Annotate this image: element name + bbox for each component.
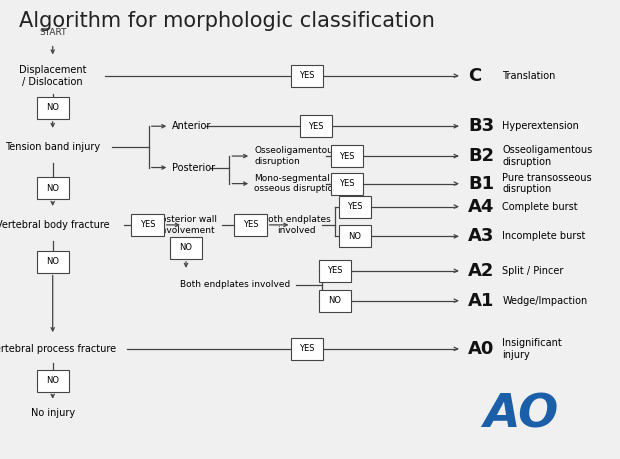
FancyBboxPatch shape — [291, 338, 323, 360]
Text: NO: NO — [329, 296, 341, 305]
Text: NO: NO — [46, 257, 59, 266]
Text: Translation: Translation — [502, 71, 556, 81]
Text: Incomplete burst: Incomplete burst — [502, 231, 585, 241]
Text: NO: NO — [180, 243, 192, 252]
Text: No injury: No injury — [30, 408, 75, 418]
Text: YES: YES — [327, 266, 342, 275]
Text: Vertebral process fracture: Vertebral process fracture — [0, 344, 117, 354]
FancyBboxPatch shape — [339, 225, 371, 247]
Text: NO: NO — [46, 376, 59, 386]
Text: A4: A4 — [468, 197, 495, 216]
Text: Osseoligamentous
disruption: Osseoligamentous disruption — [502, 145, 593, 167]
Text: YES: YES — [299, 344, 314, 353]
Text: Both endplates
involved: Both endplates involved — [262, 215, 330, 235]
FancyBboxPatch shape — [319, 290, 351, 312]
Text: B1: B1 — [468, 174, 494, 193]
Text: Vertebral body fracture: Vertebral body fracture — [0, 220, 110, 230]
Text: NO: NO — [348, 232, 361, 241]
Text: A2: A2 — [468, 262, 495, 280]
Text: Anterior: Anterior — [172, 121, 212, 131]
Text: YES: YES — [309, 122, 324, 131]
Text: Split / Pincer: Split / Pincer — [502, 266, 564, 276]
Text: Hyperextension: Hyperextension — [502, 121, 579, 131]
FancyBboxPatch shape — [234, 214, 267, 236]
Text: YES: YES — [340, 179, 355, 188]
Text: Insignificant
injury: Insignificant injury — [502, 338, 562, 360]
Text: AO: AO — [483, 393, 559, 438]
Text: YES: YES — [140, 220, 155, 230]
FancyBboxPatch shape — [37, 251, 69, 273]
FancyBboxPatch shape — [37, 97, 69, 119]
FancyBboxPatch shape — [291, 65, 323, 87]
Text: Both endplates involved: Both endplates involved — [180, 280, 291, 289]
FancyBboxPatch shape — [131, 214, 164, 236]
Text: Mono-segmental
osseous disruption: Mono-segmental osseous disruption — [254, 174, 339, 193]
Text: Complete burst: Complete burst — [502, 202, 578, 212]
Text: Posterior: Posterior — [172, 162, 216, 173]
Text: Displacement
/ Dislocation: Displacement / Dislocation — [19, 65, 86, 87]
FancyBboxPatch shape — [319, 260, 351, 282]
Text: A0: A0 — [468, 340, 495, 358]
Text: Posterior wall
involvement: Posterior wall involvement — [156, 215, 216, 235]
Text: B2: B2 — [468, 147, 494, 165]
Text: YES: YES — [340, 151, 355, 161]
Text: NO: NO — [46, 184, 59, 193]
FancyBboxPatch shape — [37, 370, 69, 392]
Text: Tension band injury: Tension band injury — [5, 142, 100, 152]
Text: Osseoligamentous
disruption: Osseoligamentous disruption — [254, 146, 338, 166]
Text: A1: A1 — [468, 291, 495, 310]
FancyBboxPatch shape — [300, 115, 332, 137]
Text: Algorithm for morphologic classification: Algorithm for morphologic classification — [19, 11, 435, 32]
FancyBboxPatch shape — [331, 145, 363, 167]
Text: NO: NO — [46, 103, 59, 112]
Text: Pure transosseous
disruption: Pure transosseous disruption — [502, 173, 592, 195]
FancyBboxPatch shape — [37, 177, 69, 199]
Text: YES: YES — [299, 71, 314, 80]
Text: B3: B3 — [468, 117, 494, 135]
FancyBboxPatch shape — [331, 173, 363, 195]
Text: Wedge/Impaction: Wedge/Impaction — [502, 296, 588, 306]
FancyBboxPatch shape — [170, 237, 202, 259]
Text: YES: YES — [347, 202, 362, 211]
Text: YES: YES — [243, 220, 259, 230]
Text: START: START — [39, 28, 66, 37]
Text: C: C — [468, 67, 481, 85]
Text: A3: A3 — [468, 227, 495, 246]
FancyBboxPatch shape — [339, 196, 371, 218]
